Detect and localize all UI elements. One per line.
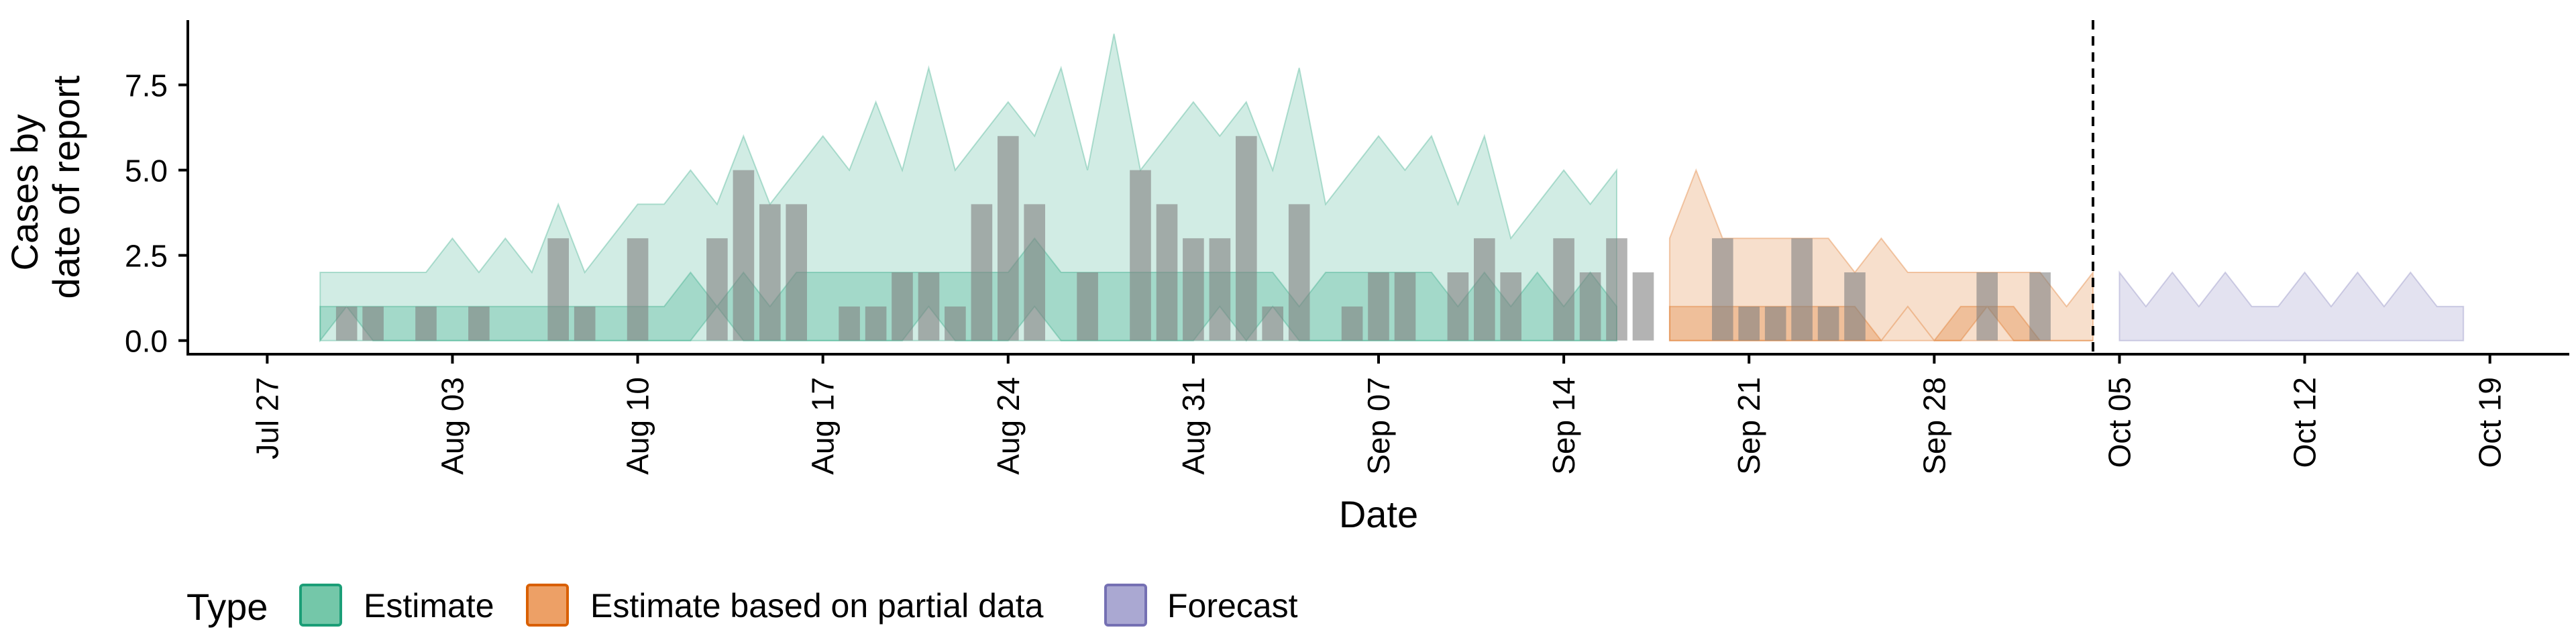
bar-2020-09-21 [1738,306,1760,341]
bar-2020-07-31 [362,306,384,341]
bar-2020-09-04 [1288,204,1310,341]
y-axis-ticks: 0.0 2.5 5.0 7.5 [125,68,188,359]
bar-2020-08-18 [839,306,860,341]
y-tick-label-0: 0.0 [125,324,168,359]
bar-2020-08-13 [706,238,728,341]
bar-2020-09-07 [1368,272,1389,341]
legend-title: Type [186,586,268,628]
y-axis-label-line-1: Cases by [3,114,46,270]
band-forecast-outer [2118,270,2465,341]
bar-2020-07-30 [335,306,358,341]
bar-2020-08-07 [547,238,569,341]
x-tick-label-12: Oct 19 [2473,377,2508,468]
bar-2020-09-08 [1394,272,1416,341]
bar-2020-09-03 [1262,306,1283,341]
bar-2020-08-08 [574,306,596,341]
bar-2020-09-06 [1341,306,1363,341]
bar-2020-08-16 [786,204,807,341]
bar-2020-08-19 [865,306,887,341]
legend-swatch-estimate [299,584,342,627]
bar-2020-08-29 [1130,170,1151,341]
bar-2020-08-15 [759,204,781,341]
legend-label-forecast: Forecast [1167,587,1298,625]
legend-label-estimate: Estimate [364,587,494,625]
bar-2020-09-01 [1209,238,1231,341]
bar-2020-09-20 [1712,238,1733,341]
bar-2020-08-21 [918,272,940,341]
x-axis-label: Date [1339,493,1418,535]
bar-2020-08-30 [1156,204,1178,341]
bar-2020-08-20 [892,272,913,341]
bar-2020-08-24 [998,136,1019,341]
bar-2020-09-14 [1553,238,1574,341]
bar-2020-08-22 [945,306,966,341]
legend: Type Estimate Estimate based on partial … [186,584,1298,628]
x-tick-label-7: Sep 14 [1546,377,1581,475]
y-axis-label-line-2: date of report [45,75,87,299]
plot-area [186,20,2569,356]
bar-2020-09-11 [1474,238,1495,341]
x-axis-ticks: Jul 27 Aug 03 Aug 10 Aug 17 Aug 24 Aug 31 Sep … [250,354,2508,475]
x-tick-label-11: Oct 12 [2288,377,2322,468]
bar-2020-09-24 [1817,306,1839,341]
x-tick-label-9: Sep 28 [1917,377,1951,475]
x-tick-label-10: Oct 05 [2102,377,2137,468]
x-tick-label-8: Sep 21 [1731,377,1766,475]
x-tick-label-0: Jul 27 [250,377,284,460]
y-tick-label-2: 5.0 [125,154,168,189]
bar-2020-08-31 [1183,238,1204,341]
y-axis-label: Cases by date of report [3,75,87,299]
bar-2020-09-16 [1606,238,1627,341]
x-tick-label-2: Aug 10 [621,377,655,475]
bar-2020-09-02 [1236,136,1257,341]
bar-2020-08-04 [468,306,490,341]
y-tick-label-3: 7.5 [125,68,168,103]
x-tick-label-6: Sep 07 [1361,377,1396,475]
bar-2020-08-23 [971,204,993,341]
bar-2020-08-27 [1077,272,1098,341]
bar-2020-08-14 [733,170,755,341]
legend-label-partial: Estimate based on partial data [590,587,1044,625]
bar-2020-09-25 [1844,272,1866,341]
bars [335,136,2051,341]
legend-swatch-partial [526,584,569,627]
x-tick-label-1: Aug 03 [435,377,470,475]
x-tick-label-5: Aug 31 [1176,377,1211,475]
bar-2020-09-12 [1500,272,1521,341]
bar-2020-09-10 [1447,272,1469,341]
bar-2020-09-23 [1791,238,1813,341]
bar-2020-08-02 [415,306,437,341]
bar-2020-08-25 [1024,204,1045,341]
x-tick-label-4: Aug 24 [991,377,1026,475]
bar-2020-09-22 [1764,306,1786,341]
x-tick-label-3: Aug 17 [806,377,841,475]
bar-2020-08-10 [627,238,649,341]
legend-swatch-forecast [1104,584,1147,627]
bar-2020-09-30 [1976,272,1998,341]
y-tick-label-1: 2.5 [125,239,168,274]
bar-2020-09-17 [1632,272,1654,341]
bar-2020-09-15 [1579,272,1601,341]
bar-2020-10-02 [2029,272,2051,341]
